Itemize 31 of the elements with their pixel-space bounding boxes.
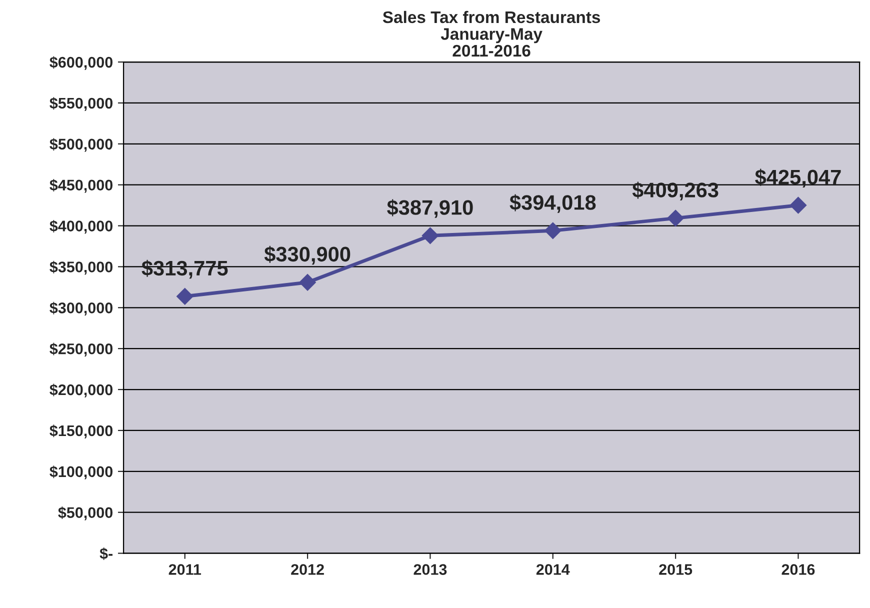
y-tick-label: $400,000 (50, 220, 113, 234)
y-tick-label: $- (100, 547, 113, 560)
data-label: $330,900 (264, 246, 350, 265)
y-tick-label: $150,000 (50, 424, 113, 438)
y-tick-label: $550,000 (50, 97, 113, 111)
y-tick-label: $350,000 (50, 260, 113, 275)
x-tick-label: 2013 (414, 564, 447, 575)
y-tick-label: $200,000 (50, 384, 113, 398)
y-tick-label: $500,000 (50, 138, 113, 152)
data-label: $387,910 (387, 199, 473, 218)
chart-title: Sales Tax from Restaurants January-May 2011-2016 (382, 10, 600, 57)
data-label: $394,018 (510, 194, 596, 213)
x-tick-label: 2014 (536, 564, 570, 575)
x-tick-label: 2012 (291, 564, 324, 575)
y-tick-label: $100,000 (50, 466, 113, 480)
point (790, 196, 807, 214)
x-tick-label: 2015 (659, 564, 692, 575)
y-tick-label: $50,000 (58, 506, 113, 520)
x-tick-label: 2011 (168, 564, 202, 575)
point (299, 274, 316, 291)
x-tick-label: 2016 (782, 564, 815, 575)
data-label: $425,047 (755, 168, 841, 188)
y-tick-label: $250,000 (50, 342, 113, 356)
point (422, 227, 439, 244)
y-tick-label: $600,000 (50, 56, 113, 70)
y-tick-label: $450,000 (50, 179, 113, 193)
y-tick-label: $300,000 (50, 302, 113, 316)
data-label: $409,263 (632, 182, 718, 200)
point (176, 288, 194, 305)
point (667, 210, 684, 227)
point (544, 222, 562, 240)
